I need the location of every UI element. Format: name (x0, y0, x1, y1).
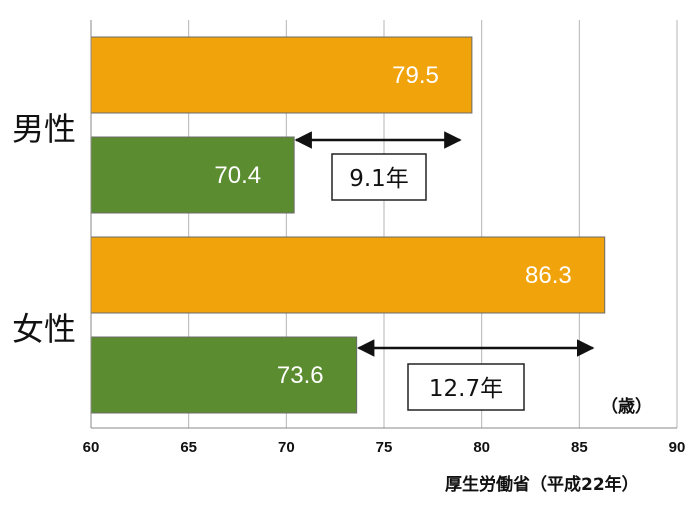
source-label: 厚生労働省（平成22年） (445, 474, 639, 495)
x-tick-label: 60 (83, 439, 100, 456)
category-label-female: 女性 (12, 310, 76, 348)
x-tick-label: 75 (376, 439, 393, 456)
bar-value-label: 73.6 (277, 362, 324, 389)
bar-value-label: 70.4 (214, 162, 261, 189)
x-tick-label: 70 (278, 439, 295, 456)
x-tick-label: 80 (473, 439, 490, 456)
gap-label-male: 9.1年 (349, 166, 409, 192)
bar (90, 36, 473, 114)
x-tick-label: 90 (669, 439, 686, 456)
bar (90, 136, 295, 214)
bar-value-label: 79.5 (392, 62, 439, 89)
bar-value-label: 86.3 (525, 262, 572, 289)
bar (90, 336, 358, 414)
bars: 79.5 70.4 86.3 73.6 (90, 36, 606, 414)
gap-arrows (294, 131, 595, 357)
bar (90, 236, 606, 314)
unit-label: （歳） (601, 396, 652, 417)
x-tick-label: 65 (180, 439, 197, 456)
gap-label-box-female (407, 363, 525, 411)
x-tick-labels: 60 65 70 75 80 85 90 (83, 439, 686, 456)
gap-label-female: 12.7年 (429, 376, 503, 402)
gap-label-box-male (331, 153, 427, 201)
x-tick-label: 85 (571, 439, 588, 456)
category-label-male: 男性 (12, 110, 76, 148)
